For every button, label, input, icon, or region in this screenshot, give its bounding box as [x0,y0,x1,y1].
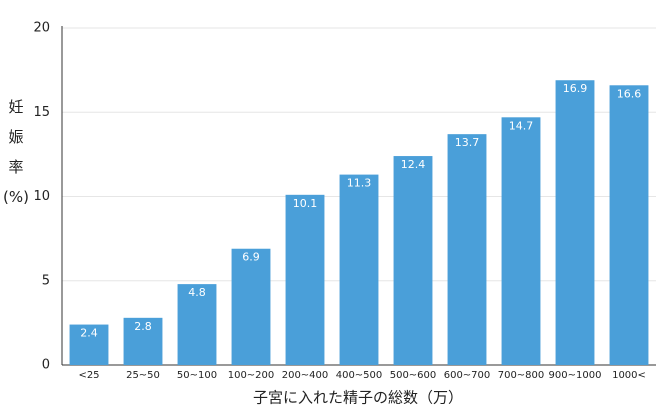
data-label: 10.1 [293,197,318,210]
data-label: 16.6 [617,87,642,100]
bar [177,284,217,365]
data-label: 11.3 [347,177,372,190]
bar [555,80,595,366]
y-tick-label: 5 [42,273,50,288]
y-tick-label: 0 [42,358,50,373]
x-tick-label: 50~100 [177,370,217,381]
data-label: 4.8 [188,286,206,299]
bar [609,85,649,365]
data-label: 2.4 [80,327,98,340]
y-tick-label: 20 [33,21,50,36]
y-tick-label: 10 [33,189,50,204]
x-tick-label: <25 [78,370,99,381]
y-tick-label: 15 [33,105,50,120]
data-label: 2.8 [134,320,152,333]
x-axis-label: 子宮に入れた精子の総数（万） [253,389,463,407]
x-tick-label: 400~500 [336,370,383,381]
x-tick-label: 900~1000 [549,370,602,381]
data-label: 6.9 [242,251,260,264]
bar [447,134,487,365]
x-tick-label: 100~200 [228,370,275,381]
bar [285,194,325,365]
x-tick-label: 500~600 [390,370,437,381]
data-label: 16.9 [563,82,588,95]
bar [393,156,433,365]
y-axis-label: 妊娠率(%) [3,98,29,206]
bar [69,324,109,365]
x-tick-label: 200~400 [282,370,329,381]
data-label: 13.7 [455,136,480,149]
data-label: 14.7 [509,119,534,132]
x-tick-label: 1000< [612,370,646,381]
bar [339,174,379,365]
data-label: 12.4 [401,158,426,171]
x-tick-label: 25~50 [126,370,160,381]
x-tick-label: 600~700 [444,370,491,381]
bar [231,248,271,365]
bar [123,317,163,365]
bar [501,117,541,366]
x-tick-label: 700~800 [498,370,545,381]
